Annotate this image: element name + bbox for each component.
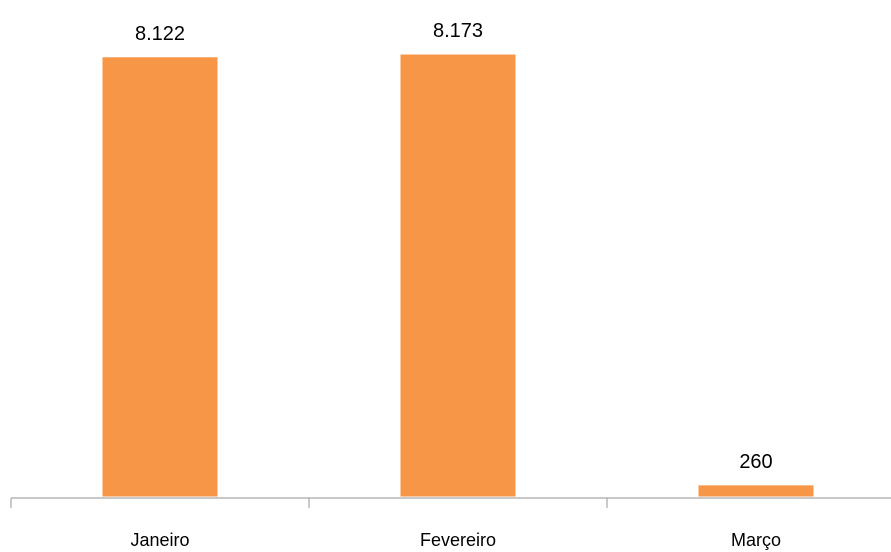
bars-group — [99, 51, 817, 500]
data-label-janeiro: 8.122 — [135, 23, 185, 45]
x-axis-tick-labels: Janeiro Fevereiro Março — [130, 530, 781, 550]
tick-label-março: Março — [731, 530, 781, 550]
data-label-fevereiro: 8.173 — [433, 20, 483, 42]
tick-label-janeiro: Janeiro — [130, 530, 189, 550]
data-labels-group: 8.122 8.173 260 — [135, 20, 773, 473]
bar-fevereiro — [397, 51, 519, 500]
tick-label-fevereiro: Fevereiro — [420, 530, 496, 550]
bar-março — [695, 482, 817, 500]
data-label-março: 260 — [739, 451, 772, 473]
x-axis-ticks — [10, 498, 608, 508]
bar-janeiro — [99, 54, 221, 500]
